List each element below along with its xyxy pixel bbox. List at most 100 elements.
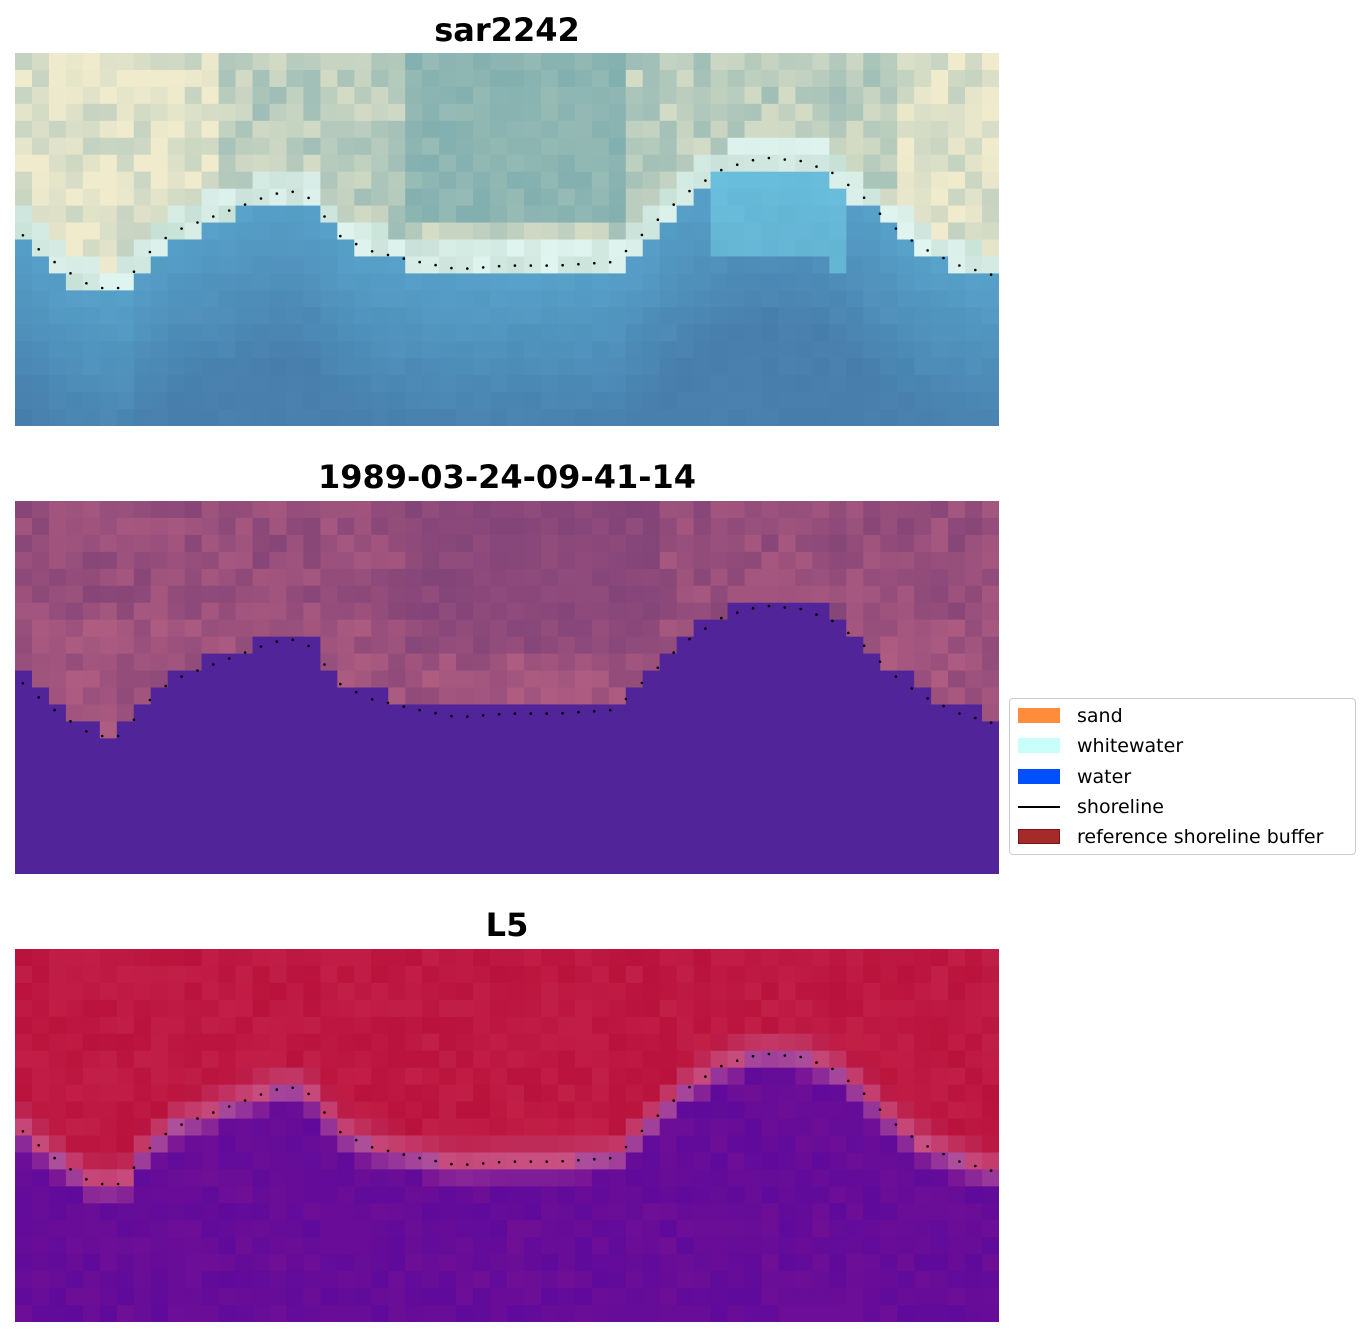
pixel-cell	[829, 1067, 847, 1086]
pixel-cell	[608, 307, 627, 325]
pixel-cell	[235, 1288, 254, 1306]
pixel-cell	[608, 222, 627, 241]
pixel-cell	[354, 1135, 372, 1154]
pixel-cell	[99, 823, 118, 841]
pixel-cell	[252, 1067, 271, 1086]
pixel-cell	[269, 823, 288, 841]
pixel-cell	[523, 239, 542, 258]
pixel-cell	[659, 619, 678, 638]
pixel-cell	[625, 375, 644, 393]
pixel-cell	[31, 721, 50, 739]
pixel-cell	[303, 857, 321, 874]
pixel-cell	[150, 551, 169, 570]
pixel-cell	[863, 704, 881, 722]
pixel-cell	[574, 806, 593, 824]
pixel-cell	[727, 222, 746, 241]
pixel-cell	[829, 53, 847, 71]
pixel-cell	[625, 1101, 644, 1120]
pixel-cell	[931, 222, 949, 241]
pixel-cell	[795, 137, 813, 156]
pixel-cell	[676, 1135, 695, 1154]
pixel-cell	[354, 636, 372, 655]
pixel-cell	[490, 53, 508, 71]
pixel-cell	[201, 307, 220, 325]
pixel-cell	[897, 806, 915, 824]
pixel-cell	[863, 1220, 881, 1238]
pixel-cell	[15, 949, 33, 967]
pixel-cell	[337, 1305, 355, 1322]
pixel-cell	[31, 1016, 50, 1035]
pixel-cell	[388, 256, 406, 274]
pixel-cell	[914, 69, 932, 88]
pixel-cell	[286, 1237, 305, 1255]
pixel-cell	[863, 1169, 881, 1187]
pixel-cell	[523, 256, 542, 274]
pixel-cell	[99, 949, 118, 967]
pixel-cell	[303, 205, 321, 224]
pixel-cell	[982, 670, 999, 689]
pixel-cell	[982, 375, 999, 393]
pixel-cell	[456, 823, 474, 841]
pixel-cell	[642, 171, 661, 190]
pixel-cell	[727, 1084, 746, 1103]
pixel-cell	[931, 1016, 949, 1035]
pixel-cell	[422, 999, 440, 1018]
pixel-cell	[982, 307, 999, 325]
pixel-cell	[795, 982, 813, 1001]
pixel-cell	[914, 1186, 932, 1204]
pixel-cell	[591, 1067, 610, 1086]
pixel-cell	[540, 687, 559, 706]
shoreline-dot	[529, 264, 533, 267]
pixel-cell	[727, 772, 746, 790]
pixel-cell	[99, 1288, 118, 1306]
pixel-cell	[676, 307, 695, 325]
pixel-cell	[439, 823, 457, 841]
shoreline-dot	[672, 203, 675, 206]
pixel-cell	[439, 188, 457, 207]
pixel-cell	[693, 1220, 712, 1238]
pixel-cell	[863, 1305, 881, 1322]
pixel-cell	[201, 857, 220, 874]
pixel-cell	[286, 1254, 305, 1272]
pixel-cell	[948, 738, 966, 756]
pixel-cell	[778, 721, 797, 739]
pixel-cell	[99, 1101, 118, 1120]
pixel-cell	[133, 1203, 152, 1221]
pixel-cell	[116, 755, 135, 773]
pixel-cell	[761, 982, 780, 1001]
pixel-cell	[167, 1186, 186, 1204]
pixel-cell	[625, 103, 644, 122]
pixel-cell	[625, 120, 644, 139]
pixel-cell	[761, 619, 780, 638]
pixel-cell	[337, 602, 355, 621]
pixel-cell	[914, 619, 932, 638]
pixel-cell	[303, 1203, 321, 1221]
pixel-cell	[642, 1033, 661, 1052]
pixel-cell	[422, 721, 440, 739]
pixel-cell	[761, 755, 780, 773]
pixel-cell	[184, 1067, 203, 1086]
pixel-cell	[82, 222, 101, 241]
pixel-cell	[48, 1305, 67, 1322]
pixel-cell	[863, 103, 881, 122]
pixel-cell	[388, 409, 406, 426]
pixel-cell	[608, 517, 627, 536]
pixel-cell	[184, 585, 203, 604]
pixel-cell	[965, 409, 983, 426]
pixel-cell	[507, 1288, 525, 1306]
pixel-cell	[727, 53, 746, 71]
pixel-cell	[473, 358, 491, 376]
pixel-cell	[761, 86, 780, 105]
pixel-cell	[286, 154, 305, 173]
pixel-cell	[15, 1237, 33, 1255]
pixel-cell	[371, 823, 389, 841]
pixel-cell	[557, 687, 576, 706]
pixel-cell	[269, 1084, 288, 1103]
pixel-cell	[473, 840, 491, 858]
pixel-cell	[184, 982, 203, 1001]
pixel-cell	[608, 806, 627, 824]
pixel-cell	[150, 857, 169, 874]
pixel-cell	[507, 602, 525, 621]
pixel-cell	[795, 171, 813, 190]
pixel-cell	[642, 619, 661, 638]
